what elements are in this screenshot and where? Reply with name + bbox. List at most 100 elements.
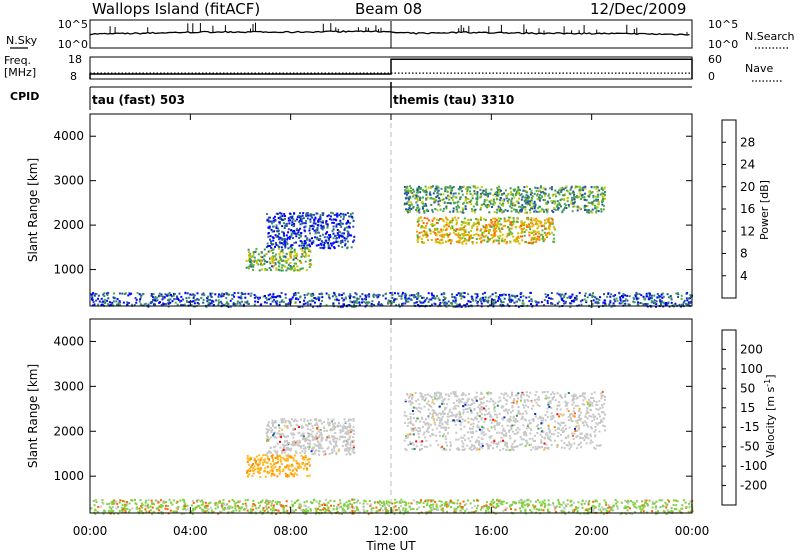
scatter-mark: [622, 300, 625, 302]
scatter-mark: [510, 224, 513, 227]
scatter-mark: [430, 423, 432, 426]
scatter-mark: [546, 390, 549, 393]
scatter-mark: [401, 291, 404, 294]
scatter-mark: [419, 188, 422, 191]
scatter-mark: [452, 195, 455, 198]
scatter-mark: [502, 429, 505, 432]
scatter-mark: [494, 193, 497, 196]
scatter-mark: [432, 294, 435, 297]
scatter-mark: [552, 233, 555, 236]
scatter-mark: [534, 241, 537, 244]
scatter-mark: [409, 393, 412, 396]
scatter-mark: [595, 185, 598, 188]
scatter-mark: [250, 256, 252, 258]
scatter-mark: [414, 426, 417, 429]
scatter-mark: [458, 241, 461, 244]
scatter-mark: [334, 431, 337, 434]
scatter-mark: [447, 300, 450, 303]
scatter-mark: [528, 444, 531, 446]
scatter-mark: [285, 448, 288, 451]
scatter-mark: [366, 301, 369, 304]
scatter-mark: [549, 221, 552, 224]
scatter-mark: [293, 265, 295, 267]
scatter-mark: [278, 247, 280, 250]
scatter-mark: [279, 236, 282, 239]
scatter-mark: [465, 192, 468, 195]
scatter-mark: [680, 294, 683, 297]
scatter-mark: [505, 189, 507, 192]
scatter-mark: [427, 408, 430, 411]
scatter-mark: [467, 293, 470, 296]
scatter-mark: [419, 198, 422, 201]
scatter-mark: [452, 391, 455, 393]
scatter-mark: [319, 444, 322, 446]
scatter-mark: [97, 297, 99, 300]
scatter-mark: [342, 213, 345, 216]
scatter-mark: [100, 303, 103, 306]
scatter-mark: [550, 297, 553, 300]
scatter-mark: [296, 440, 299, 443]
scatter-mark: [439, 217, 441, 220]
scatter-mark: [407, 444, 410, 446]
scatter-mark: [256, 301, 259, 304]
cpid-mode-2: themis (tau) 3310: [393, 93, 514, 107]
scatter-mark: [271, 422, 274, 425]
scatter-mark: [465, 198, 468, 201]
scatter-mark: [469, 446, 472, 449]
scatter-mark: [520, 235, 522, 238]
scatter-mark: [481, 191, 484, 194]
scatter-mark: [639, 302, 642, 304]
scatter-mark: [496, 208, 499, 211]
scatter-mark: [577, 428, 580, 431]
scatter-mark: [487, 239, 490, 242]
scatter-mark: [552, 240, 555, 243]
scatter-mark: [575, 296, 578, 299]
scatter-mark: [311, 292, 314, 295]
scatter-mark: [494, 401, 497, 404]
scatter-mark: [432, 433, 434, 436]
scatter-mark: [270, 249, 273, 252]
scatter-mark: [332, 424, 335, 427]
scatter-mark: [333, 292, 336, 295]
scatter-mark: [417, 188, 420, 191]
scatter-mark: [308, 457, 311, 460]
scatter-mark: [303, 246, 306, 249]
scatter-mark: [527, 406, 530, 408]
scatter-mark: [573, 407, 576, 410]
scatter-mark: [349, 213, 352, 216]
scatter-mark: [297, 466, 300, 469]
scatter-mark: [483, 427, 485, 430]
scatter-mark: [317, 218, 320, 221]
scatter-mark: [342, 299, 345, 302]
scatter-mark: [443, 412, 446, 415]
scatter-mark: [532, 440, 535, 442]
scatter-mark: [418, 436, 421, 439]
scatter-mark: [614, 294, 617, 297]
scatter-mark: [486, 393, 489, 396]
scatter-mark: [264, 475, 267, 478]
scatter-mark: [274, 465, 277, 468]
scatter-mark: [526, 203, 529, 206]
scatter-mark: [258, 269, 261, 272]
scatter-mark: [478, 428, 481, 431]
scatter-mark: [267, 421, 270, 424]
scatter-mark: [534, 439, 536, 442]
scatter-mark: [536, 198, 539, 201]
scatter-mark: [436, 397, 439, 400]
scatter-mark: [522, 433, 525, 436]
scatter-mark: [301, 247, 304, 249]
scatter-mark: [566, 197, 569, 199]
scatter-mark: [582, 395, 585, 398]
scatter-mark: [502, 439, 504, 442]
scatter-mark: [544, 397, 547, 400]
scatter-mark: [421, 296, 424, 299]
scatter-mark: [446, 403, 448, 406]
scatter-mark: [551, 220, 554, 223]
scatter-mark: [343, 237, 346, 240]
scatter-mark: [418, 236, 421, 239]
scatter-mark: [526, 394, 529, 397]
scatter-mark: [430, 186, 433, 189]
scatter-mark: [461, 211, 464, 214]
scatter-mark: [292, 457, 295, 460]
scatter-mark: [561, 414, 564, 417]
